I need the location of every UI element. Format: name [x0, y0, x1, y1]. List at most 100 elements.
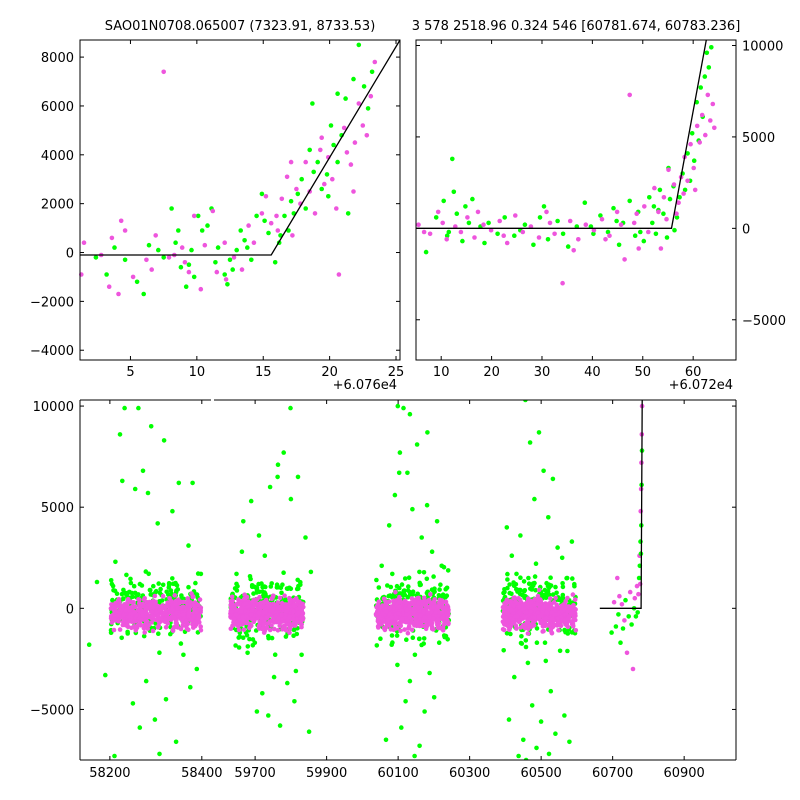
- magenta-point: [416, 222, 421, 227]
- green-point: [399, 725, 404, 730]
- green-point: [241, 519, 246, 524]
- green-point: [236, 645, 242, 650]
- magenta-point: [231, 255, 237, 260]
- magenta-point: [681, 191, 686, 196]
- magenta-point: [472, 235, 477, 240]
- green-point: [388, 584, 394, 590]
- magenta-point: [514, 600, 519, 606]
- magenta-point: [409, 596, 415, 601]
- green-point: [412, 753, 417, 759]
- magenta-point: [192, 603, 197, 608]
- green-point: [386, 593, 392, 599]
- green-point: [565, 244, 571, 249]
- green-point: [441, 198, 447, 204]
- magenta-point: [170, 628, 176, 633]
- magenta-point: [571, 602, 576, 608]
- magenta-point: [127, 607, 133, 613]
- magenta-point: [296, 610, 301, 616]
- green-point: [272, 652, 278, 657]
- green-point: [570, 576, 575, 581]
- green-point: [157, 650, 162, 655]
- magenta-point: [264, 625, 270, 631]
- magenta-point: [652, 185, 657, 191]
- magenta-point: [284, 174, 290, 180]
- magenta-point: [699, 112, 705, 118]
- magenta-point: [243, 601, 249, 606]
- magenta-point: [627, 92, 632, 98]
- green-point: [161, 438, 167, 443]
- green-point: [422, 709, 427, 714]
- green-point: [267, 484, 273, 490]
- magenta-point: [117, 627, 123, 632]
- green-point: [259, 581, 264, 586]
- green-point: [137, 725, 143, 730]
- magenta-point: [140, 613, 146, 618]
- magenta-point: [249, 612, 254, 617]
- green-point: [319, 186, 325, 192]
- magenta-point: [435, 209, 441, 215]
- magenta-point: [674, 211, 679, 216]
- green-point: [623, 597, 628, 603]
- green-point: [434, 519, 440, 524]
- green-point: [155, 521, 160, 526]
- green-point: [193, 580, 198, 586]
- green-point: [256, 533, 262, 538]
- magenta-point: [688, 141, 693, 147]
- green-point: [598, 213, 603, 218]
- green-point: [168, 631, 173, 637]
- magenta-point: [341, 125, 347, 131]
- x-tick-label: 60500: [520, 766, 561, 781]
- green-point: [632, 233, 638, 238]
- magenta-point: [198, 286, 204, 292]
- green-point: [664, 235, 670, 240]
- magenta-point: [445, 618, 450, 624]
- magenta-point: [624, 650, 630, 656]
- magenta-point: [538, 597, 543, 602]
- green-point: [405, 588, 411, 593]
- magenta-point: [276, 616, 281, 621]
- magenta-point: [297, 606, 302, 611]
- green-point: [160, 582, 166, 588]
- magenta-point: [263, 194, 269, 199]
- magenta-point: [573, 617, 578, 623]
- magenta-point: [576, 237, 581, 242]
- magenta-point: [245, 620, 250, 626]
- magenta-point: [175, 625, 180, 630]
- magenta-point: [269, 608, 275, 614]
- green-point: [546, 515, 551, 520]
- magenta-point: [380, 611, 385, 616]
- magenta-point: [508, 599, 514, 604]
- magenta-point: [256, 624, 262, 629]
- green-point: [335, 159, 340, 165]
- green-point: [620, 626, 626, 631]
- green-point: [272, 260, 278, 265]
- green-point: [245, 650, 250, 656]
- magenta-point: [421, 595, 427, 601]
- magenta-point: [443, 599, 449, 605]
- green-point: [470, 196, 475, 202]
- magenta-point: [141, 597, 147, 602]
- green-point: [195, 213, 201, 219]
- green-point: [249, 257, 254, 263]
- magenta-point: [634, 211, 639, 216]
- magenta-point: [170, 607, 176, 612]
- green-point: [240, 635, 246, 640]
- green-point: [232, 586, 238, 591]
- magenta-point: [525, 596, 531, 601]
- magenta-point: [303, 159, 309, 165]
- green-point: [395, 662, 400, 668]
- green-point: [151, 583, 156, 589]
- magenta-point: [517, 604, 522, 610]
- x-tick-label: 60100: [377, 766, 418, 781]
- green-point: [444, 585, 450, 591]
- green-point: [374, 643, 380, 648]
- magenta-point: [511, 603, 516, 609]
- magenta-point: [269, 596, 275, 602]
- green-point: [194, 666, 200, 672]
- green-point: [638, 229, 643, 235]
- magenta-point: [611, 599, 617, 605]
- magenta-point: [133, 628, 139, 633]
- magenta-point: [440, 615, 446, 620]
- magenta-point: [182, 260, 188, 265]
- magenta-point: [198, 627, 204, 633]
